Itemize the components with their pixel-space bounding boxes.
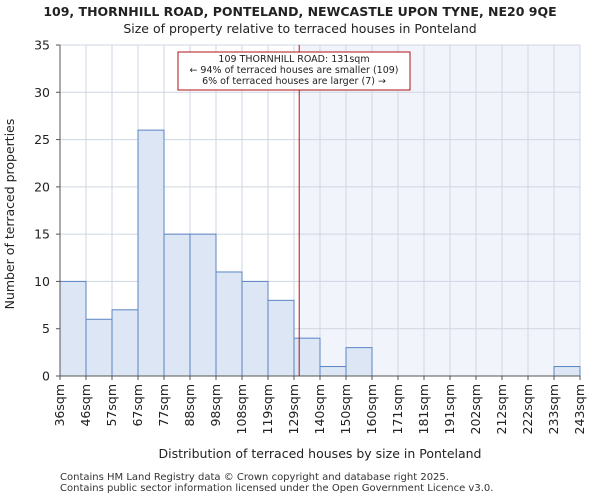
y-tick-label: 20 bbox=[34, 179, 50, 194]
y-tick-label: 0 bbox=[42, 369, 50, 384]
histogram-bar bbox=[189, 233, 217, 377]
x-tick-label: 129sqm bbox=[286, 384, 301, 434]
chart-title: 109, THORNHILL ROAD, PONTELAND, NEWCASTL… bbox=[0, 3, 600, 37]
footer-line2: Contains public sector information licen… bbox=[60, 483, 494, 494]
histogram-bar bbox=[111, 309, 139, 377]
histogram-bar bbox=[85, 318, 113, 377]
histogram-bar bbox=[215, 271, 243, 377]
x-tick-label: 108sqm bbox=[234, 384, 249, 434]
x-tick-label: 171sqm bbox=[390, 384, 405, 434]
x-axis-label: Distribution of terraced houses by size … bbox=[158, 446, 481, 461]
y-tick-label: 15 bbox=[34, 227, 50, 242]
histogram-bar bbox=[59, 280, 87, 377]
marker-annotation: 109 THORNHILL ROAD: 131sqm ← 94% of terr… bbox=[177, 51, 411, 91]
annotation-line1: 109 THORNHILL ROAD: 131sqm bbox=[218, 54, 369, 65]
histogram-bar bbox=[241, 280, 269, 377]
x-tick-label: 233sqm bbox=[546, 384, 561, 434]
y-tick-label: 10 bbox=[34, 274, 50, 289]
x-tick-label: 88sqm bbox=[182, 384, 197, 427]
x-tick-label: 181sqm bbox=[416, 384, 431, 434]
chart-title-line2: Size of property relative to terraced ho… bbox=[123, 21, 477, 36]
footer-line1: Contains HM Land Registry data © Crown c… bbox=[60, 472, 449, 483]
x-tick-label: 46sqm bbox=[78, 384, 93, 427]
x-tick-label: 36sqm bbox=[52, 384, 67, 427]
annotation-line2: ← 94% of terraced houses are smaller (10… bbox=[189, 65, 398, 76]
annotation-line3: 6% of terraced houses are larger (7) → bbox=[202, 76, 386, 87]
x-tick-label: 77sqm bbox=[156, 384, 171, 427]
histogram-bar bbox=[163, 233, 191, 377]
x-tick-label: 150sqm bbox=[338, 384, 353, 434]
histogram-bar bbox=[553, 366, 581, 377]
x-tick-label: 140sqm bbox=[312, 384, 327, 434]
larger-region-shade bbox=[299, 45, 580, 376]
chart-title-line1: 109, THORNHILL ROAD, PONTELAND, NEWCASTL… bbox=[43, 4, 557, 19]
histogram-bar bbox=[293, 337, 321, 377]
annotation-box bbox=[177, 51, 411, 91]
x-tick-label: 212sqm bbox=[494, 384, 509, 434]
x-tick-label: 57sqm bbox=[104, 384, 119, 427]
histogram-bar bbox=[345, 347, 373, 377]
y-axis-label: Number of terraced properties bbox=[2, 119, 17, 310]
x-tick-label: 119sqm bbox=[260, 384, 275, 434]
x-tick-label: 243sqm bbox=[572, 384, 587, 434]
footer-attribution: Contains HM Land Registry data © Crown c… bbox=[60, 472, 493, 494]
x-tick-label: 222sqm bbox=[520, 384, 535, 434]
histogram-bar bbox=[319, 366, 347, 377]
histogram-bar bbox=[267, 299, 295, 377]
x-tick-label: 160sqm bbox=[364, 384, 379, 434]
y-tick-label: 30 bbox=[34, 85, 50, 100]
histogram-bar bbox=[137, 129, 165, 377]
y-tick-label: 5 bbox=[42, 321, 50, 336]
x-tick-label: 98sqm bbox=[208, 384, 223, 427]
x-tick-label: 67sqm bbox=[130, 384, 145, 427]
x-tick-label: 191sqm bbox=[442, 384, 457, 434]
y-tick-label: 35 bbox=[34, 38, 50, 53]
y-tick-label: 25 bbox=[34, 132, 50, 147]
x-tick-label: 202sqm bbox=[468, 384, 483, 434]
